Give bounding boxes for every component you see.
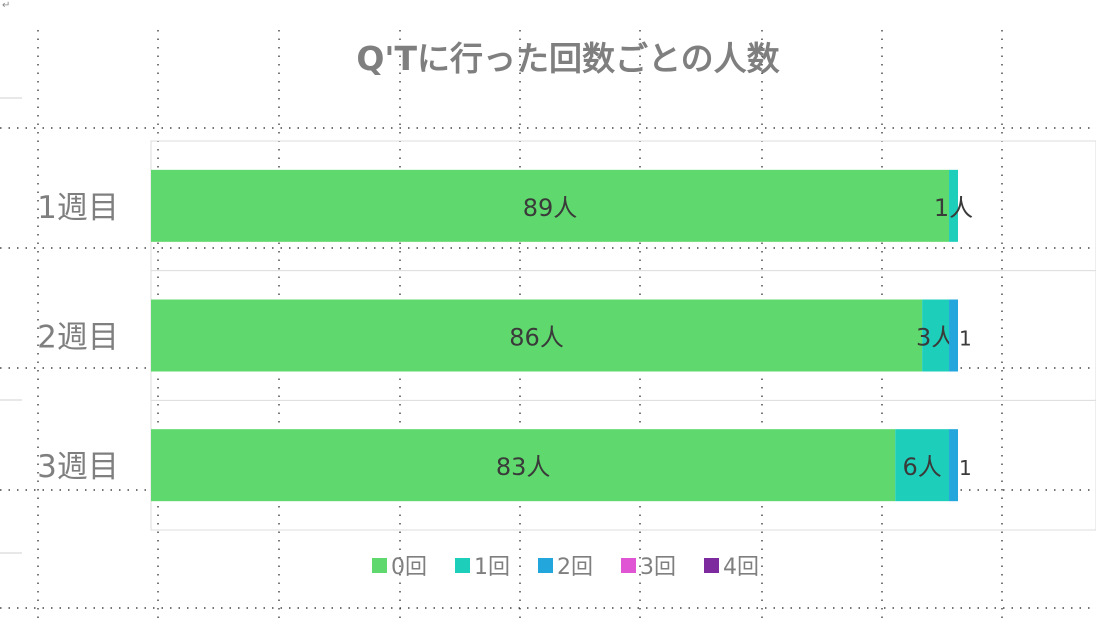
data-label: 3人 — [916, 324, 955, 352]
data-label: 1 — [959, 327, 972, 351]
category-label: 2週目 — [37, 320, 119, 356]
legend-swatch — [538, 558, 553, 573]
bar-segment — [151, 429, 896, 502]
data-label: 6人 — [902, 453, 941, 481]
legend-label: 0回 — [391, 555, 427, 580]
legend-label: 2回 — [557, 555, 593, 580]
data-label: 83人 — [496, 453, 551, 481]
category-label: 1週目 — [37, 190, 119, 226]
legend-label: 4回 — [723, 555, 759, 580]
bar-segment — [151, 169, 950, 242]
category-label: 3週目 — [37, 449, 119, 485]
data-label: 89人 — [523, 194, 578, 222]
bar-segment — [895, 429, 950, 502]
bar-segment — [949, 429, 958, 502]
legend-label: 1回 — [474, 555, 510, 580]
chart-title: Q'Tに行った回数ごとの人数 — [356, 39, 780, 78]
bar-segment — [949, 299, 958, 372]
legend-swatch — [621, 558, 636, 573]
legend-swatch — [704, 558, 719, 573]
legend-swatch — [372, 558, 387, 573]
data-label: 86人 — [509, 324, 564, 352]
data-label: 1人 — [934, 194, 973, 222]
data-label: 1 — [959, 456, 972, 480]
legend-label: 3回 — [640, 555, 676, 580]
bar-segment — [922, 299, 950, 372]
paragraph-mark: ↵ — [2, 0, 11, 11]
bar-segment — [949, 169, 958, 242]
legend-swatch — [455, 558, 470, 573]
bar-segment — [151, 299, 923, 372]
